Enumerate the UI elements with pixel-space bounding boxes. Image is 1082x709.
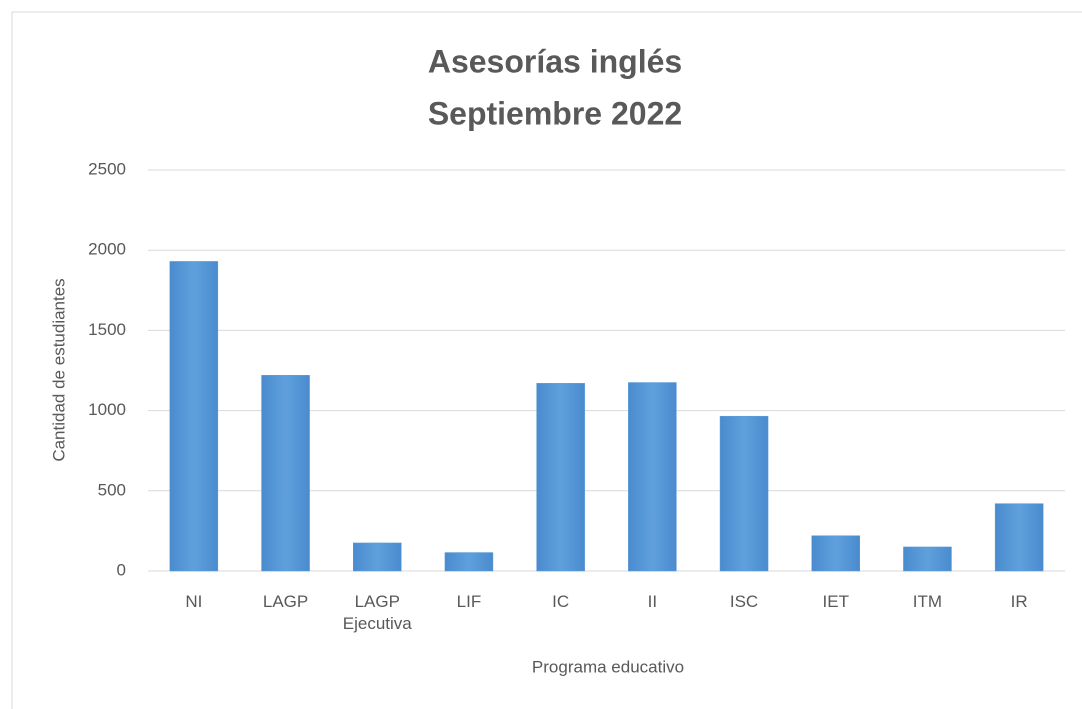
- bar: [903, 546, 952, 572]
- x-tick-label: NI: [185, 592, 203, 611]
- y-tick-label: 1500: [88, 320, 126, 339]
- bar: [536, 383, 585, 572]
- x-tick-label: ISC: [729, 592, 759, 611]
- x-tick-label: IC: [552, 592, 570, 611]
- chart-title: Asesorías inglés: [428, 43, 682, 79]
- bar: [811, 535, 860, 572]
- y-tick-label: 1000: [88, 400, 126, 419]
- y-axis-label: Cantidad de estudiantes: [49, 278, 68, 461]
- bar: [994, 503, 1044, 572]
- y-tick-label: 2500: [88, 159, 126, 178]
- x-tick-label: LAGP: [262, 592, 309, 611]
- x-tick-label: IET: [822, 592, 849, 611]
- bar: [261, 375, 310, 572]
- bar: [353, 542, 402, 572]
- bar: [444, 552, 494, 572]
- x-axis-label: Programa educativo: [532, 657, 684, 676]
- y-tick-label: 2000: [88, 240, 126, 259]
- x-tick-label: LIF: [456, 592, 482, 611]
- y-tick-label: 500: [98, 480, 126, 499]
- bar: [719, 415, 769, 572]
- bar: [628, 382, 677, 572]
- x-tick-label: IR: [1010, 592, 1028, 611]
- chart-title: Septiembre 2022: [428, 95, 682, 131]
- y-tick-label: 0: [117, 560, 126, 579]
- x-tick-label: II: [647, 592, 658, 611]
- bar: [169, 261, 219, 572]
- x-tick-label: LAGP Ejecutiva: [342, 592, 412, 633]
- x-tick-label: ITM: [912, 592, 943, 611]
